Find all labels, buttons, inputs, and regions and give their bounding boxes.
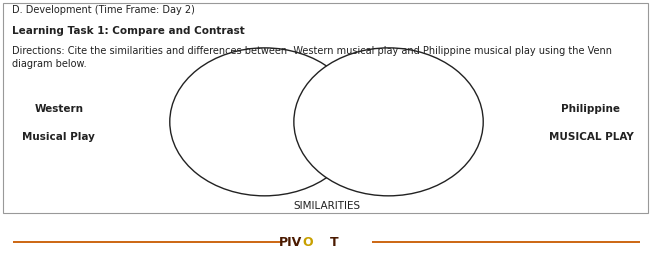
Text: SIMILARITIES: SIMILARITIES [293, 201, 360, 211]
Text: Learning Task 1: Compare and Contrast: Learning Task 1: Compare and Contrast [12, 26, 244, 36]
Text: MUSICAL PLAY: MUSICAL PLAY [549, 132, 633, 142]
FancyBboxPatch shape [3, 3, 648, 213]
Ellipse shape [170, 48, 359, 196]
Text: Musical Play: Musical Play [22, 132, 95, 142]
Ellipse shape [294, 48, 483, 196]
Text: Philippine: Philippine [562, 104, 620, 114]
Text: T: T [330, 236, 338, 249]
Text: Directions: Cite the similarities and differences between  Western musical play : Directions: Cite the similarities and di… [12, 46, 612, 69]
Text: PIV: PIV [279, 236, 302, 249]
Text: D. Development (Time Frame: Day 2): D. Development (Time Frame: Day 2) [12, 5, 195, 16]
Text: Western: Western [34, 104, 84, 114]
Text: O: O [302, 236, 313, 249]
